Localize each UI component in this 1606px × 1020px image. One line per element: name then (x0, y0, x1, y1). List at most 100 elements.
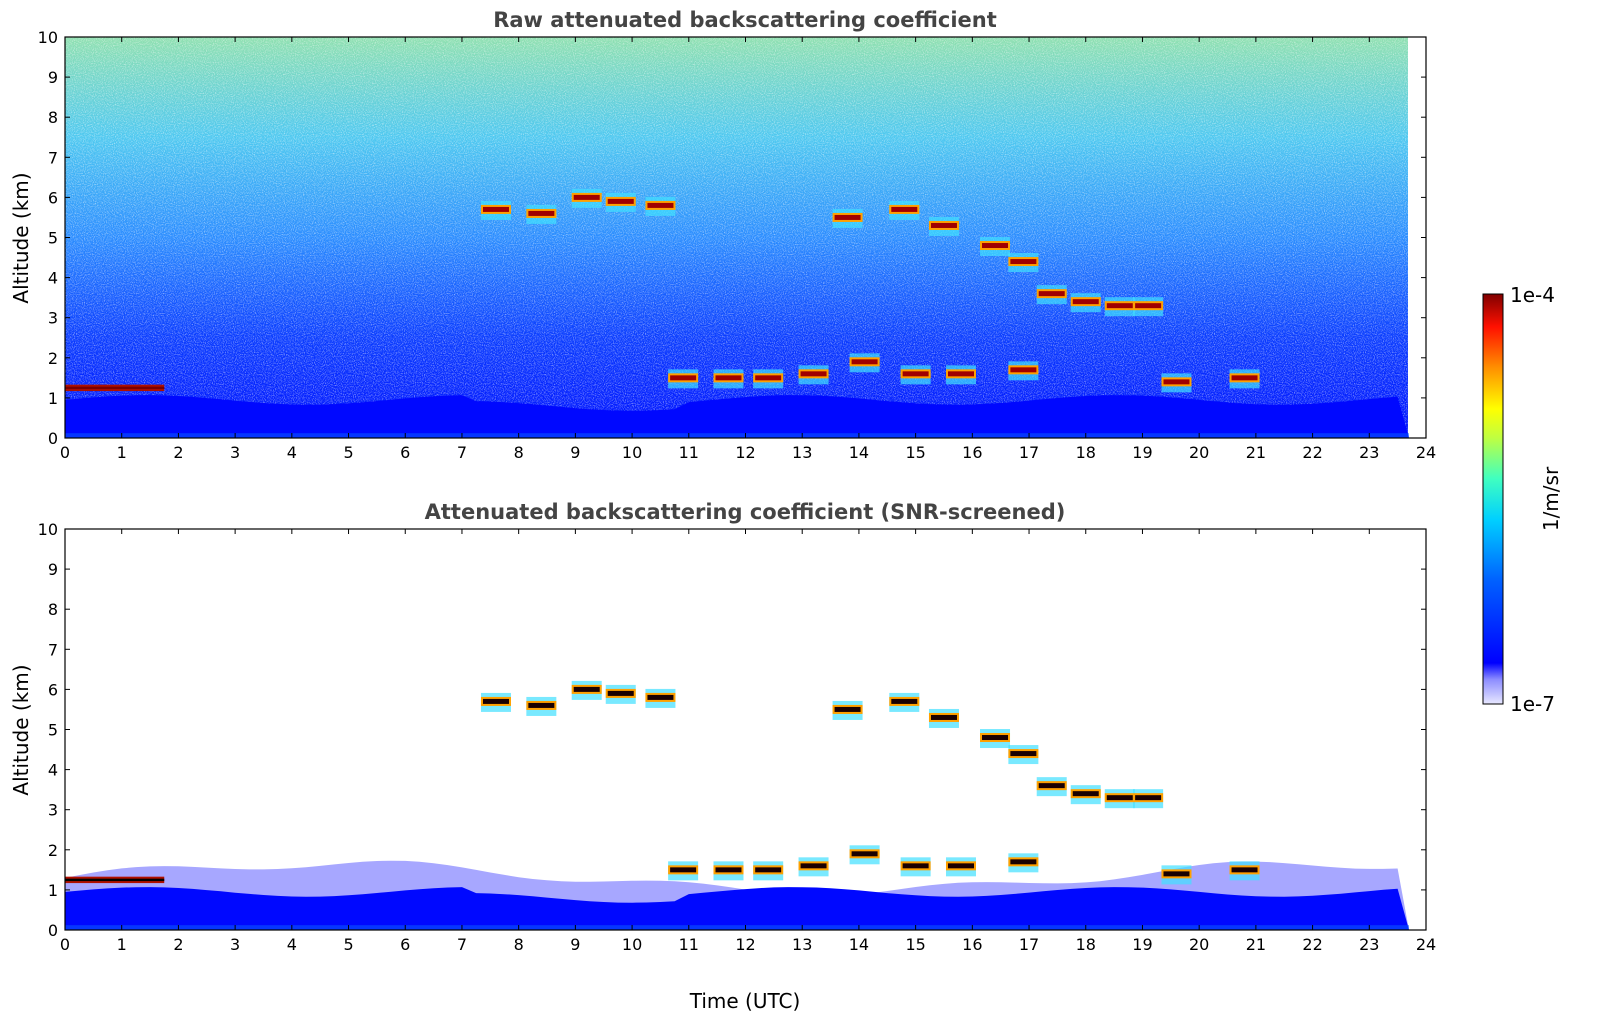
cloud-core (834, 706, 861, 712)
x-tick-label: 20 (1189, 935, 1209, 954)
x-tick-label: 7 (457, 443, 467, 462)
boundary-layer (65, 395, 1409, 438)
cloud-core (482, 698, 509, 704)
cloud-core (1231, 375, 1258, 381)
surface-layer (65, 925, 1409, 930)
x-tick-label: 5 (343, 935, 353, 954)
heatmap-features (65, 37, 1426, 438)
cloud-core (1072, 791, 1099, 797)
cloud-core (647, 694, 674, 700)
cloud-core (982, 243, 1009, 249)
cloud-core (800, 371, 827, 377)
cloud-core (607, 198, 634, 204)
x-tick-label: 21 (1246, 935, 1266, 954)
x-tick-label: 5 (343, 443, 353, 462)
y-tick-label: 9 (48, 68, 58, 87)
x-tick-label: 2 (173, 443, 183, 462)
cloud-core (1010, 259, 1037, 265)
y-tick-label: 2 (48, 841, 58, 860)
cloud-core (715, 375, 742, 381)
x-tick-label: 0 (60, 443, 70, 462)
cloud-core (930, 714, 957, 720)
y-tick-label: 0 (48, 429, 58, 448)
cloud-core (1010, 751, 1037, 757)
boundary-layer (65, 887, 1409, 930)
cloud-core (982, 735, 1009, 741)
cloud-core (1163, 379, 1190, 385)
cloud-core (755, 375, 782, 381)
x-tick-label: 17 (1019, 935, 1039, 954)
cloud-core (1163, 871, 1190, 877)
cloud-core (947, 371, 974, 377)
colorbar-max-label: 1e-4 (1510, 283, 1555, 307)
cloud-core (482, 206, 509, 212)
x-tick-label: 14 (849, 935, 869, 954)
cloud-core (647, 202, 674, 208)
cloud-core (715, 867, 742, 873)
cloud-core (834, 214, 861, 220)
cloud-layer-core (65, 386, 165, 390)
x-tick-label: 17 (1019, 443, 1039, 462)
y-tick-label: 7 (48, 640, 58, 659)
cloud-core (902, 863, 929, 869)
panel-title: Attenuated backscattering coefficient (S… (425, 500, 1066, 524)
panel-raw: Raw attenuated backscattering coefficien… (9, 8, 1436, 462)
cloud-core (528, 210, 555, 216)
y-tick-label: 2 (48, 349, 58, 368)
cloud-core (670, 375, 697, 381)
y-tick-label: 5 (48, 721, 58, 740)
y-tick-label: 5 (48, 229, 58, 248)
panel-screened: Attenuated backscattering coefficient (S… (9, 500, 1436, 1013)
x-tick-label: 21 (1246, 443, 1266, 462)
x-tick-label: 22 (1302, 443, 1322, 462)
x-tick-label: 18 (1076, 443, 1096, 462)
x-tick-label: 4 (287, 935, 297, 954)
cloud-layer-core (65, 878, 165, 882)
x-tick-label: 7 (457, 935, 467, 954)
cloud-core (528, 702, 555, 708)
cloud-core (800, 863, 827, 869)
x-tick-label: 1 (117, 935, 127, 954)
cloud-core (1038, 291, 1065, 297)
x-tick-label: 23 (1359, 443, 1379, 462)
cloud-core (891, 206, 918, 212)
x-tick-label: 16 (962, 935, 982, 954)
y-tick-label: 7 (48, 148, 58, 167)
x-tick-label: 6 (400, 935, 410, 954)
y-tick-label: 3 (48, 801, 58, 820)
cloud-core (1106, 795, 1133, 801)
x-ticks: 0 1 2 3 4 5 6 7 8 9 10 11 12 13 14 15 16 17 18 19 20 21 22 23 24 (60, 529, 1436, 954)
x-tick-label: 15 (905, 935, 925, 954)
cloud-core (851, 851, 878, 857)
x-tick-label: 16 (962, 443, 982, 462)
cloud-core (607, 690, 634, 696)
cloud-core (573, 686, 600, 692)
y-tick-label: 1 (48, 881, 58, 900)
x-tick-label: 4 (287, 443, 297, 462)
cloud-core (1038, 783, 1065, 789)
x-tick-label: 10 (622, 935, 642, 954)
x-tick-label: 20 (1189, 443, 1209, 462)
y-axis-label: Altitude (km) (9, 172, 33, 303)
heatmap-area (65, 37, 1426, 438)
x-tick-label: 3 (230, 443, 240, 462)
y-tick-label: 4 (48, 761, 58, 780)
y-tick-label: 8 (48, 600, 58, 619)
y-tick-label: 1 (48, 389, 58, 408)
x-tick-label: 1 (117, 443, 127, 462)
cloud-core (670, 867, 697, 873)
cloud-core (755, 867, 782, 873)
cloud-core (1072, 299, 1099, 305)
x-tick-label: 18 (1076, 935, 1096, 954)
x-tick-label: 19 (1132, 935, 1152, 954)
x-ticks: 0 1 2 3 4 5 6 7 8 9 10 11 12 13 14 15 16 17 18 19 20 21 22 23 24 (60, 37, 1436, 462)
y-ticks: 0 1 2 3 4 5 6 7 8 9 10 (38, 520, 1426, 940)
cloud-core (573, 194, 600, 200)
x-tick-label: 2 (173, 935, 183, 954)
cloud-core (851, 359, 878, 365)
x-tick-label: 23 (1359, 935, 1379, 954)
panel-title: Raw attenuated backscattering coefficien… (493, 8, 997, 32)
cloud-core (891, 698, 918, 704)
y-tick-label: 10 (38, 28, 58, 47)
y-tick-label: 0 (48, 921, 58, 940)
